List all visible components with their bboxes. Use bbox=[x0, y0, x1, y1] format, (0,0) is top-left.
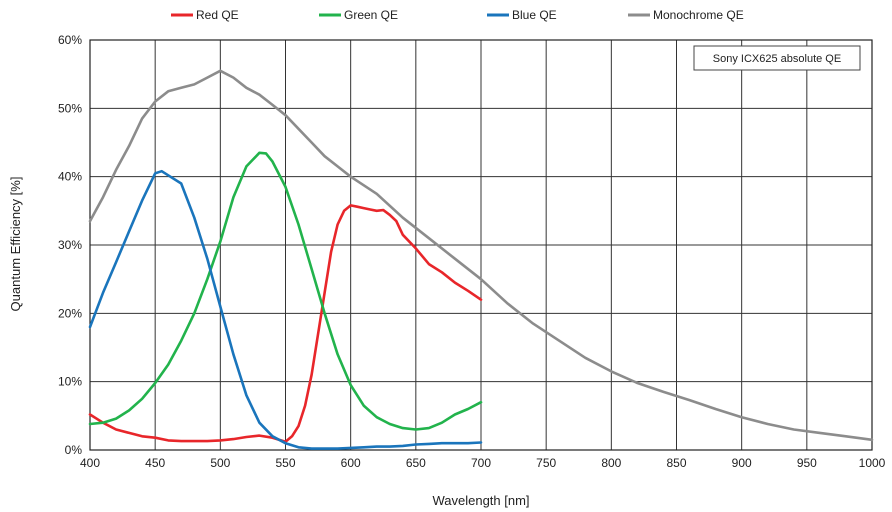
annotation-box: Sony ICX625 absolute QE bbox=[693, 45, 861, 71]
legend-label-green-qe: Green QE bbox=[344, 8, 398, 22]
x-tick-label: 550 bbox=[275, 456, 295, 470]
y-tick-label: 0% bbox=[65, 443, 83, 457]
x-axis-label: Wavelength [nm] bbox=[432, 493, 529, 508]
legend-label-monochrome-qe: Monochrome QE bbox=[653, 8, 744, 22]
y-tick-label: 20% bbox=[58, 306, 82, 320]
tick-labels: 400 450 500 550 600 650 700 750 800 850 900 950 1000… bbox=[58, 33, 886, 470]
series-layer bbox=[88, 69, 874, 450]
y-tick-label: 60% bbox=[58, 33, 82, 47]
blue-qe-line bbox=[88, 169, 483, 450]
red-qe-line bbox=[88, 204, 483, 444]
annotation-text: Sony ICX625 absolute QE bbox=[713, 53, 841, 65]
x-tick-label: 950 bbox=[797, 456, 817, 470]
grid bbox=[89, 39, 873, 451]
green-qe-line bbox=[88, 151, 483, 431]
legend: Red QE Green QE Blue QE Monochrome QE bbox=[171, 8, 744, 22]
x-tick-label: 400 bbox=[80, 456, 100, 470]
monochrome-qe-line bbox=[88, 69, 874, 442]
x-tick-label: 450 bbox=[145, 456, 165, 470]
x-tick-label: 650 bbox=[406, 456, 426, 470]
x-tick-label: 1000 bbox=[859, 456, 886, 470]
y-tick-label: 40% bbox=[58, 170, 82, 184]
x-tick-label: 500 bbox=[210, 456, 230, 470]
legend-label-blue-qe: Blue QE bbox=[512, 8, 557, 22]
annotation-frame bbox=[693, 45, 861, 71]
legend-label-red-qe: Red QE bbox=[196, 8, 239, 22]
x-tick-label: 700 bbox=[471, 456, 491, 470]
x-tick-label: 900 bbox=[732, 456, 752, 470]
x-tick-label: 600 bbox=[341, 456, 361, 470]
x-tick-label: 750 bbox=[536, 456, 556, 470]
x-tick-label: 800 bbox=[601, 456, 621, 470]
plot-frame bbox=[89, 39, 873, 451]
y-axis-label: Quantum Efficiency [%] bbox=[8, 177, 23, 312]
y-tick-label: 10% bbox=[58, 375, 82, 389]
x-tick-label: 850 bbox=[666, 456, 686, 470]
y-tick-label: 50% bbox=[58, 101, 82, 115]
y-tick-label: 30% bbox=[58, 238, 82, 252]
